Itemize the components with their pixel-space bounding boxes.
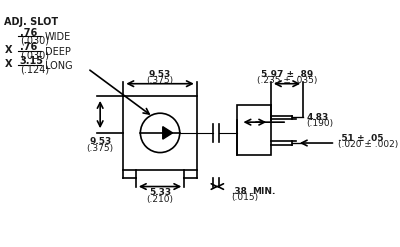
Text: 5.97 ± .89: 5.97 ± .89 xyxy=(261,70,313,79)
Text: (.190): (.190) xyxy=(307,120,334,128)
Text: ADJ. SLOT: ADJ. SLOT xyxy=(4,17,58,27)
Text: .76: .76 xyxy=(20,28,37,38)
Text: (.030): (.030) xyxy=(20,50,49,60)
Text: (.375): (.375) xyxy=(146,76,174,85)
Text: .76: .76 xyxy=(20,42,37,52)
Bar xyxy=(124,96,197,169)
Text: (.375): (.375) xyxy=(86,144,114,153)
Text: .38: .38 xyxy=(231,186,247,196)
Text: 4.83: 4.83 xyxy=(307,113,329,122)
Text: DEEP: DEEP xyxy=(45,46,70,57)
Text: WIDE: WIDE xyxy=(45,32,71,42)
Text: 9.53: 9.53 xyxy=(149,70,171,79)
Text: (.020 ± .002): (.020 ± .002) xyxy=(338,140,398,149)
Text: .51 ± .05: .51 ± .05 xyxy=(338,134,384,143)
Text: 3.15: 3.15 xyxy=(20,56,44,66)
Polygon shape xyxy=(163,127,172,139)
Bar xyxy=(237,105,271,155)
Text: X: X xyxy=(4,59,12,69)
Text: (.015): (.015) xyxy=(231,193,258,202)
Text: LONG: LONG xyxy=(45,61,72,71)
Text: 5.33: 5.33 xyxy=(149,188,171,197)
Text: 9.53: 9.53 xyxy=(89,137,111,146)
Text: (.124): (.124) xyxy=(20,64,49,74)
Text: MIN.: MIN. xyxy=(253,186,276,196)
Text: (.030): (.030) xyxy=(20,36,49,46)
Text: (.210): (.210) xyxy=(146,195,174,204)
Text: X: X xyxy=(4,45,12,55)
Text: (.235 ± .035): (.235 ± .035) xyxy=(257,76,317,85)
